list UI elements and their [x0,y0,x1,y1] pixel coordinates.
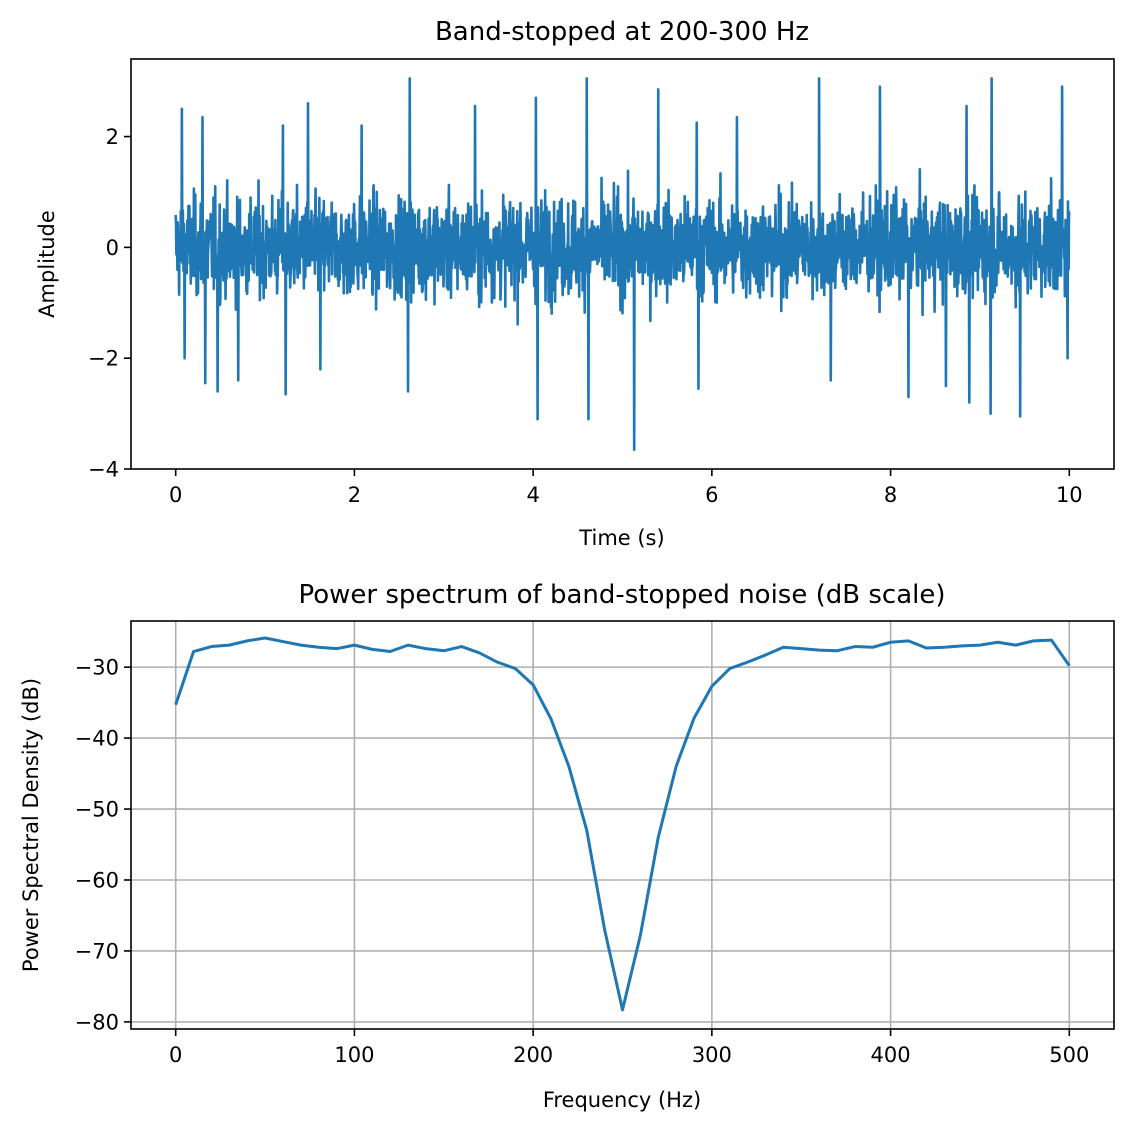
time-chart-xtick-label: 6 [705,483,718,507]
time-chart-ytick-label: −2 [88,347,119,371]
time-chart-xtick-label: 4 [526,483,539,507]
time-series-line [174,77,1071,451]
spectrum-chart-xtick-label: 0 [169,1043,182,1067]
spectrum-chart-xtick-label: 400 [871,1043,911,1067]
spectrum-chart-ytick-label: −60 [75,868,119,892]
time-chart-xtick-label: 8 [884,483,897,507]
time-chart-frame [130,58,1115,470]
time-chart-ylabel: Amplitude [35,210,59,318]
spectrum-chart-ytick-label: −80 [75,1010,119,1034]
spectrum-chart-title: Power spectrum of band-stopped noise (dB… [298,580,945,610]
time-chart-xlabel: Time (s) [578,526,664,550]
spectrum-chart: Power spectrum of band-stopped noise (dB… [19,580,1115,1112]
spectrum-chart-xtick-label: 200 [513,1043,553,1067]
time-chart-ytick-label: 0 [106,236,119,260]
psd-series-line [174,636,1071,1012]
time-chart-xtick-label: 10 [1056,483,1083,507]
time-chart-xtick-label: 0 [169,483,182,507]
spectrum-chart-ytick-label: −50 [75,798,119,822]
spectrum-chart-xlabel: Frequency (Hz) [543,1088,701,1112]
spectrum-chart-xtick-label: 300 [692,1043,732,1067]
time-chart-ytick-label: −4 [88,458,119,482]
time-domain-chart: Band-stopped at 200-300 Hz 0 2 4 6 8 10 −4 −2 0… [35,17,1115,550]
spectrum-chart-ylabel: Power Spectral Density (dB) [19,678,43,972]
time-chart-title: Band-stopped at 200-300 Hz [435,17,809,47]
spectrum-chart-ytick-label: −30 [75,656,119,680]
spectrum-chart-ytick-label: −40 [75,727,119,751]
time-chart-xtick-label: 2 [348,483,361,507]
spectrum-chart-xtick-label: 100 [334,1043,374,1067]
spectrum-chart-ytick-label: −70 [75,939,119,963]
spectrum-chart-xtick-label: 500 [1049,1043,1089,1067]
spectrum-chart-frame [130,620,1115,1030]
time-chart-ytick-label: 2 [106,125,119,149]
